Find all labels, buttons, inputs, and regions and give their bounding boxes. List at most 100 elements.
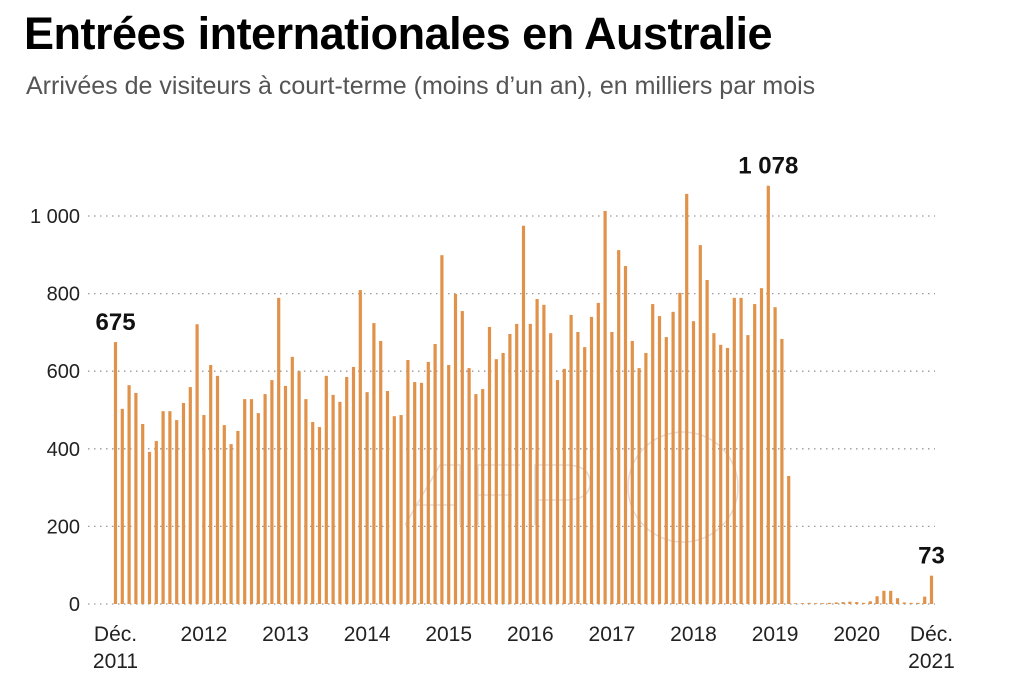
bar [623, 266, 628, 604]
x-tick-label: 2016 [507, 623, 554, 646]
chart-title: Entrées internationales en Australie [24, 8, 773, 59]
bar [868, 601, 872, 604]
bar [562, 368, 566, 604]
bar [671, 311, 675, 604]
bar [569, 314, 573, 604]
bar [916, 602, 920, 604]
bar [902, 602, 906, 604]
bar [358, 290, 362, 604]
x-tick-label: 2014 [344, 623, 391, 646]
bar [555, 380, 560, 604]
bar [365, 392, 369, 604]
bar [725, 347, 730, 604]
bar [215, 375, 220, 604]
bar [685, 193, 689, 604]
x-tick-label: 2019 [752, 623, 799, 646]
bar [161, 411, 165, 604]
bar [712, 333, 716, 604]
bar [875, 596, 879, 604]
bar [644, 352, 648, 604]
bar [188, 387, 192, 604]
x-tick-label: 2013 [262, 623, 309, 646]
bar [113, 342, 118, 604]
bar [141, 423, 145, 604]
bar [515, 323, 519, 604]
bar [678, 292, 682, 604]
bar [202, 415, 206, 604]
bar [372, 323, 376, 604]
bar [120, 408, 124, 604]
data-label: 675 [96, 309, 136, 336]
bar [821, 603, 825, 604]
bar [807, 602, 811, 604]
bar [501, 352, 505, 604]
bar [331, 394, 335, 604]
bar [773, 307, 777, 604]
bar [195, 324, 199, 604]
bar [406, 359, 410, 604]
data-label: 1 078 [738, 153, 798, 180]
bar [895, 598, 900, 604]
bar [793, 603, 798, 604]
bar [426, 361, 430, 604]
bar [256, 413, 260, 604]
bar [154, 441, 158, 604]
bar [467, 368, 471, 604]
bar [617, 250, 621, 605]
bar [263, 394, 267, 604]
bar [691, 321, 696, 604]
bar [535, 299, 539, 604]
chart-subtitle: Arrivées de visiteurs à court-terme (moi… [26, 72, 816, 100]
bar [766, 185, 770, 604]
bar [651, 304, 655, 604]
bar [168, 411, 172, 604]
y-tick-label: 400 [47, 439, 80, 461]
bar [481, 389, 485, 604]
bar [453, 293, 458, 604]
bar [277, 297, 281, 604]
x-tick-label: 2012 [181, 623, 228, 646]
bar [236, 430, 240, 604]
bar [929, 575, 934, 604]
bar [630, 340, 634, 604]
bar [345, 377, 349, 604]
bar [134, 392, 138, 604]
bar [399, 415, 403, 604]
bar [780, 338, 784, 604]
bar [528, 323, 532, 604]
bar [923, 596, 927, 604]
bar [861, 602, 866, 604]
bar [521, 225, 526, 604]
bar [379, 340, 383, 604]
x-tick-label: Déc. [910, 623, 953, 646]
bar [283, 385, 288, 604]
bar [746, 335, 750, 604]
bar [739, 297, 743, 604]
bar [719, 344, 723, 604]
bar [447, 364, 451, 604]
bar [487, 326, 492, 604]
bar [385, 390, 390, 604]
bar [460, 311, 464, 604]
bar [304, 399, 308, 604]
bar [311, 422, 315, 604]
x-tick-label-year: 2021 [908, 650, 955, 673]
bar [834, 602, 838, 604]
x-tick-label: 2015 [425, 623, 472, 646]
bar [181, 403, 186, 604]
bar [637, 368, 641, 604]
bar [175, 420, 179, 604]
bar [508, 333, 512, 604]
bar [549, 333, 553, 604]
bar [209, 364, 213, 604]
bar [603, 210, 607, 604]
bar [610, 332, 614, 604]
y-tick-label: 600 [47, 361, 80, 383]
bar [127, 385, 131, 604]
bar [270, 380, 274, 604]
y-tick-label: 1 000 [30, 206, 80, 228]
bar [882, 590, 886, 604]
bar [664, 337, 668, 604]
bar [249, 399, 254, 604]
bar [542, 304, 546, 604]
